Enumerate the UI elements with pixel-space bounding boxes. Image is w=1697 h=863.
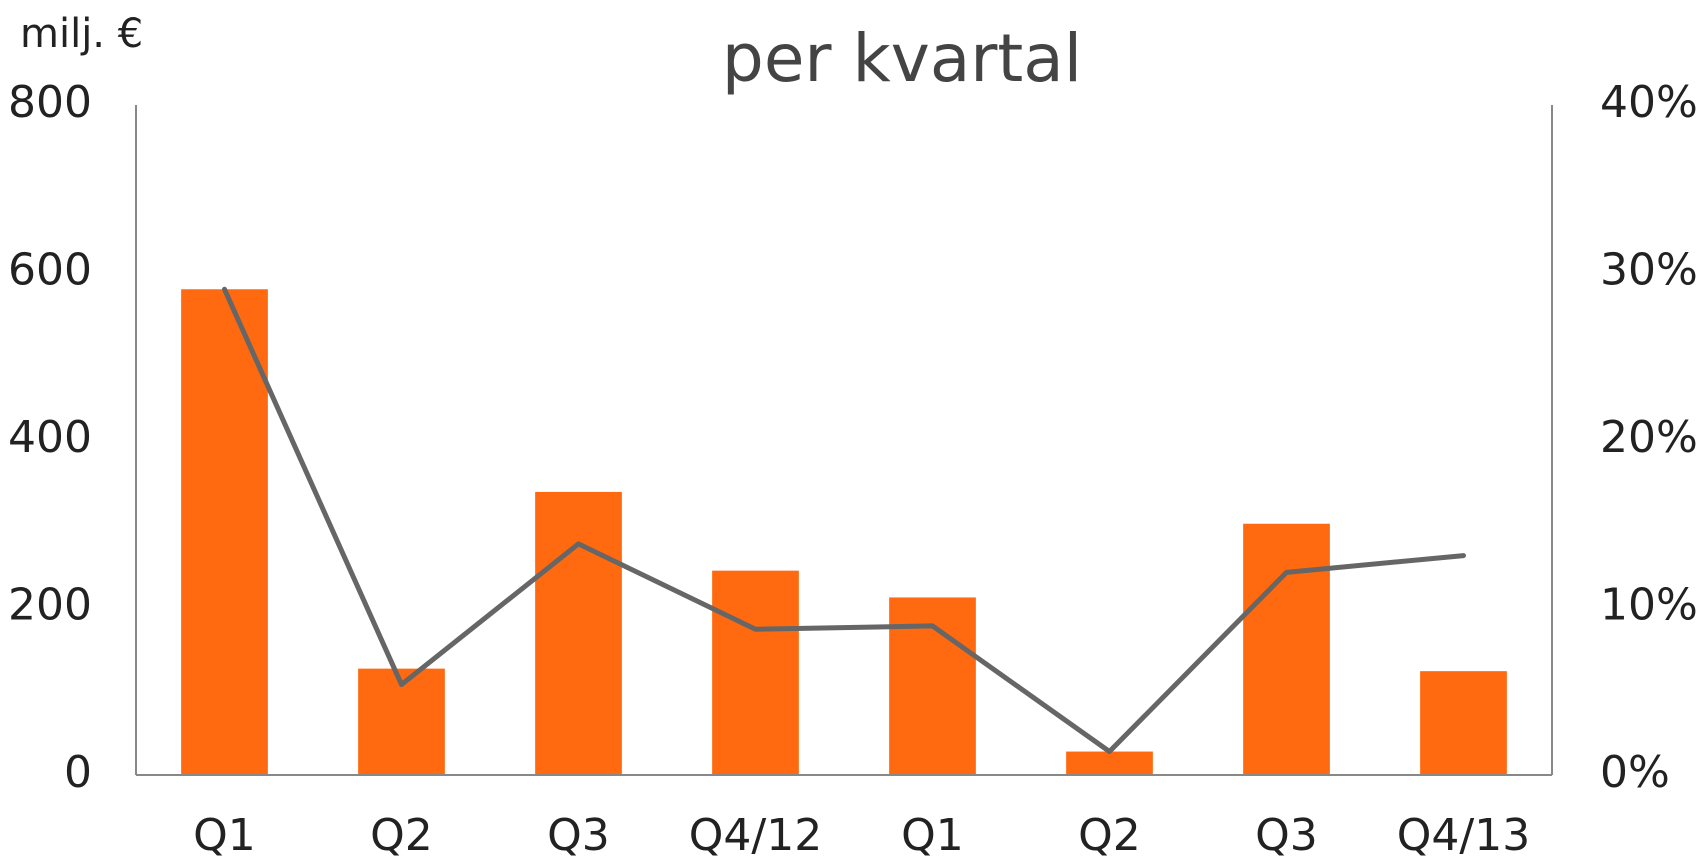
y2-tick-label: 40%	[1600, 77, 1697, 128]
y-tick-label: 600	[8, 245, 92, 296]
x-tick-label: Q2	[370, 810, 433, 861]
x-tick-label: Q3	[547, 810, 610, 861]
bar	[1420, 671, 1507, 775]
x-tick-label: Q1	[901, 810, 964, 861]
bar	[181, 289, 268, 775]
chart-title: per kvartal	[722, 20, 1082, 97]
bar	[535, 491, 622, 775]
y2-tick-label: 10%	[1600, 580, 1697, 631]
y-tick-label: 800	[8, 77, 92, 128]
x-tick-label: Q4/12	[689, 810, 822, 861]
y2-tick-label: 30%	[1600, 245, 1697, 296]
x-tick-label: Q3	[1255, 810, 1318, 861]
x-tick-label: Q1	[193, 810, 256, 861]
y2-tick-label: 0%	[1600, 747, 1670, 798]
bar	[1243, 523, 1330, 775]
y-tick-label: 400	[8, 412, 92, 463]
y2-tick-label: 20%	[1600, 412, 1697, 463]
x-tick-label: Q4/13	[1397, 810, 1530, 861]
bar	[1066, 751, 1153, 775]
line	[222, 286, 1466, 755]
y-tick-label: 0	[64, 747, 92, 798]
x-tick-label: Q2	[1078, 810, 1141, 861]
y-tick-label: 200	[8, 580, 92, 631]
y-axis-label: milj. €	[20, 11, 143, 57]
bar	[712, 570, 799, 775]
